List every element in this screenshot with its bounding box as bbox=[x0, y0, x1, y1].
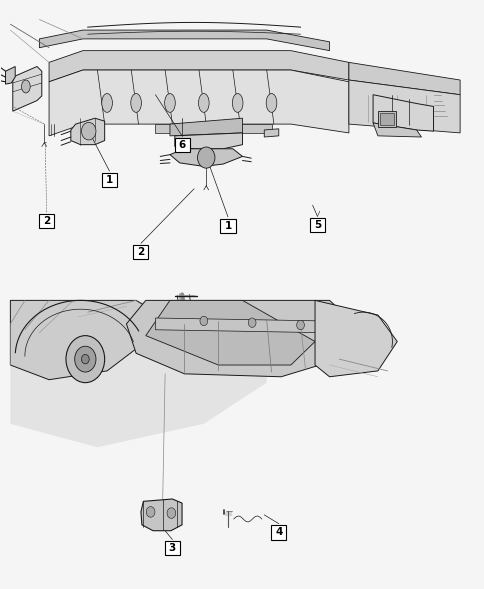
Polygon shape bbox=[49, 70, 348, 136]
Polygon shape bbox=[155, 124, 271, 133]
Bar bbox=[133, 245, 148, 259]
Circle shape bbox=[75, 346, 96, 372]
Polygon shape bbox=[39, 30, 329, 51]
Polygon shape bbox=[315, 300, 396, 377]
Bar bbox=[379, 113, 393, 125]
Polygon shape bbox=[10, 300, 155, 380]
Text: 2: 2 bbox=[137, 247, 144, 257]
Circle shape bbox=[81, 355, 89, 364]
Polygon shape bbox=[169, 118, 242, 136]
Ellipse shape bbox=[21, 80, 30, 93]
Circle shape bbox=[199, 316, 207, 326]
Bar bbox=[271, 525, 286, 540]
Bar bbox=[309, 218, 324, 232]
Ellipse shape bbox=[232, 94, 242, 112]
Polygon shape bbox=[10, 300, 266, 447]
Text: 5: 5 bbox=[313, 220, 320, 230]
Polygon shape bbox=[174, 133, 242, 149]
Bar bbox=[377, 111, 395, 127]
Polygon shape bbox=[5, 67, 15, 84]
Ellipse shape bbox=[164, 94, 175, 112]
Polygon shape bbox=[169, 149, 242, 167]
Text: 1: 1 bbox=[224, 221, 231, 231]
Text: 1: 1 bbox=[106, 175, 113, 185]
Polygon shape bbox=[141, 499, 182, 531]
Bar bbox=[174, 138, 189, 152]
Polygon shape bbox=[348, 80, 459, 133]
Polygon shape bbox=[146, 300, 315, 365]
Bar bbox=[165, 541, 180, 555]
Circle shape bbox=[146, 507, 155, 517]
Polygon shape bbox=[264, 129, 278, 137]
Text: 4: 4 bbox=[274, 528, 282, 538]
Circle shape bbox=[81, 123, 96, 140]
Circle shape bbox=[197, 147, 214, 168]
Ellipse shape bbox=[131, 94, 141, 112]
Circle shape bbox=[166, 508, 175, 518]
Text: 6: 6 bbox=[178, 140, 185, 150]
Bar bbox=[220, 219, 235, 233]
Ellipse shape bbox=[102, 94, 112, 112]
Circle shape bbox=[248, 318, 256, 327]
Polygon shape bbox=[372, 123, 421, 137]
Polygon shape bbox=[372, 95, 433, 131]
Circle shape bbox=[66, 336, 105, 383]
Polygon shape bbox=[13, 67, 42, 111]
Polygon shape bbox=[126, 300, 348, 377]
Bar bbox=[39, 214, 54, 228]
Polygon shape bbox=[71, 118, 105, 145]
Bar bbox=[102, 173, 117, 187]
Polygon shape bbox=[49, 51, 348, 82]
Ellipse shape bbox=[266, 94, 276, 112]
Polygon shape bbox=[348, 62, 459, 95]
Circle shape bbox=[296, 320, 304, 330]
Text: 2: 2 bbox=[43, 216, 50, 226]
Polygon shape bbox=[155, 318, 324, 333]
Text: 3: 3 bbox=[168, 543, 176, 553]
Ellipse shape bbox=[198, 94, 209, 112]
